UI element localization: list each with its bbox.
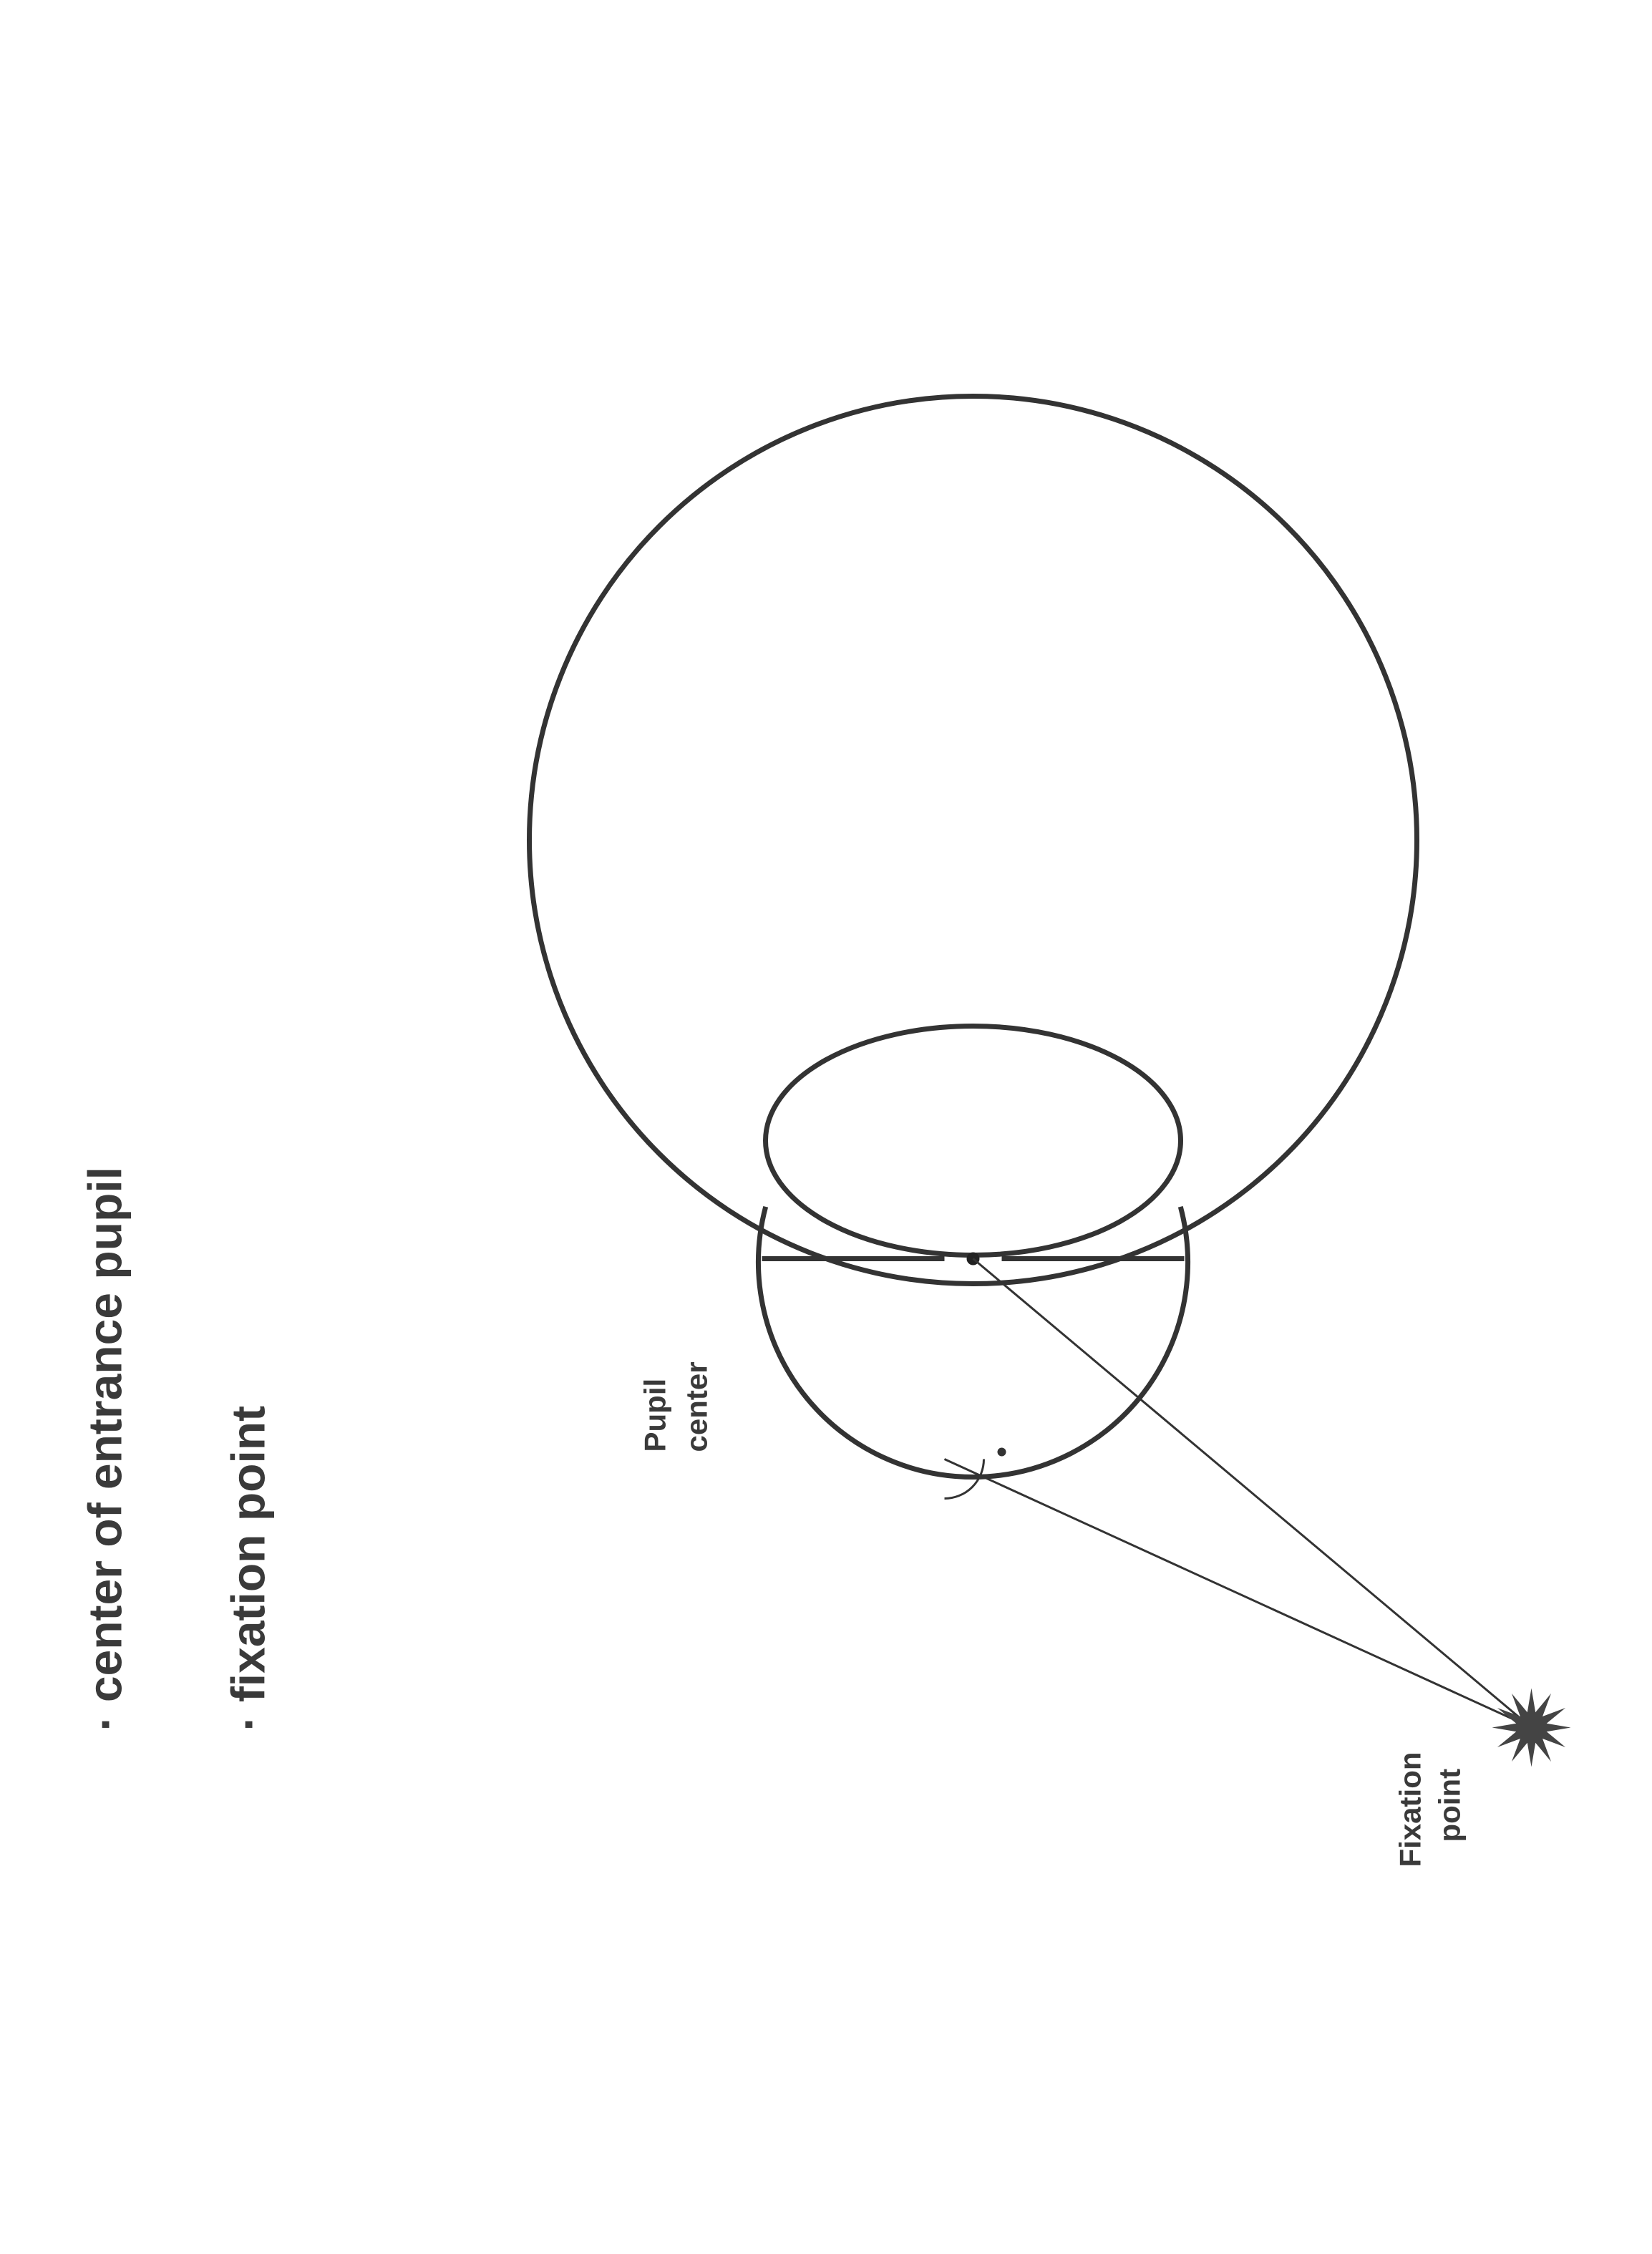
perpendicular-dot bbox=[998, 1448, 1006, 1457]
bullet-entrance-pupil: · center of entrance pupil bbox=[79, 1167, 132, 1731]
lens-ellipse bbox=[766, 1026, 1181, 1255]
bullet-fixation-point: · fixation point bbox=[222, 1406, 275, 1731]
fixation-point-label-l2: point bbox=[1433, 1769, 1467, 1842]
diagram-svg: Line of sight·Line between:· center of e… bbox=[0, 0, 1652, 2254]
sight-line-lower bbox=[973, 1259, 1532, 1728]
pupil-center-label: Pupil bbox=[638, 1379, 672, 1452]
sight-line-upper bbox=[945, 1459, 1532, 1728]
page-root: Line of sight·Line between:· center of e… bbox=[0, 0, 1652, 2254]
fixation-star-icon bbox=[1492, 1689, 1571, 1767]
eyeball-circle bbox=[530, 397, 1417, 1284]
fixation-point-label-l1: Fixation bbox=[1394, 1752, 1427, 1867]
cornea-arc bbox=[759, 1207, 1188, 1477]
pupil-center-label-line2: center bbox=[680, 1361, 714, 1452]
